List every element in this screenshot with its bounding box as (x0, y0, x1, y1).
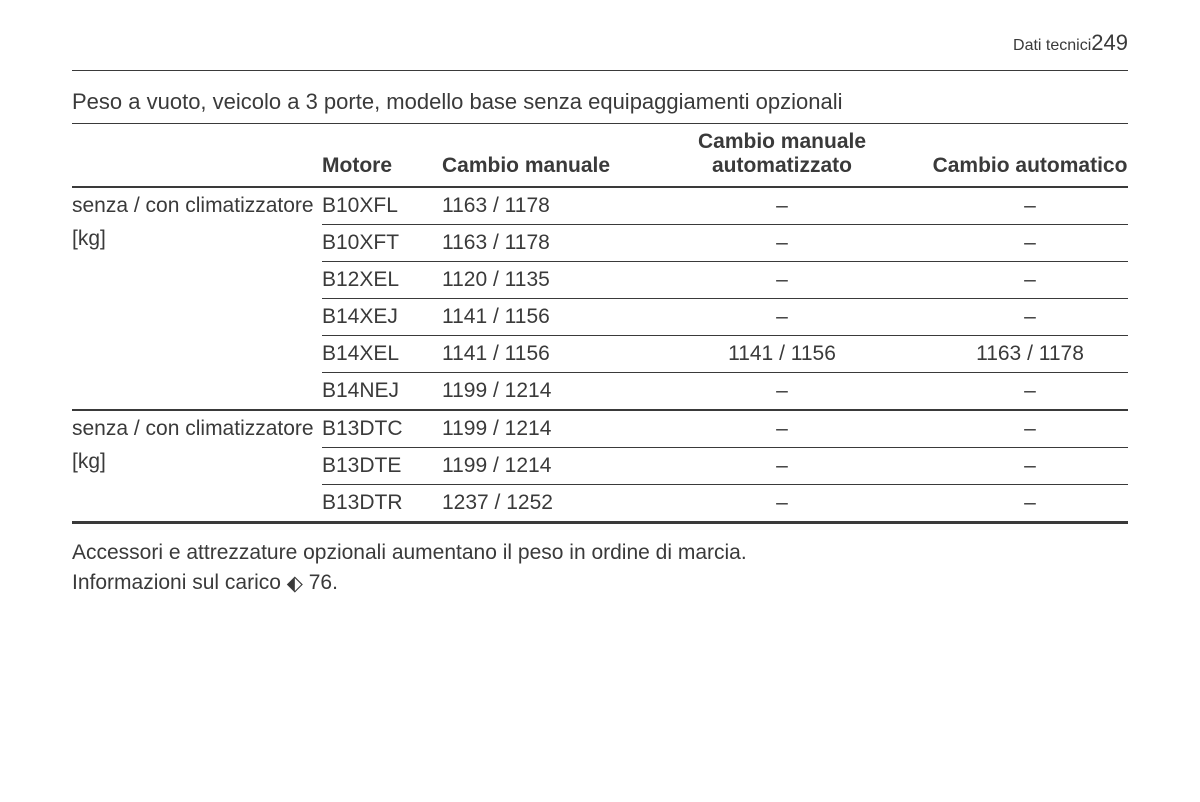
header-section-title: Dati tecnici (1013, 37, 1091, 55)
cell-automatic: – (932, 410, 1128, 448)
cell-automatic: – (932, 448, 1128, 485)
footnote-block: Accessori e attrezzature opzionali aumen… (72, 538, 1128, 599)
cell-engine: B13DTE (322, 448, 442, 485)
cell-manual: 1163 / 1178 (442, 225, 632, 262)
col-automatic: Cambio automatico (932, 124, 1128, 187)
cell-automatic: – (932, 225, 1128, 262)
footnote-line2-ref: 76 (309, 571, 332, 594)
cell-manual: 1237 / 1252 (442, 485, 632, 523)
table-header-row: Motore Cambio manuale Cambio manuale aut… (72, 124, 1128, 187)
cell-auto-manual: – (632, 225, 932, 262)
row-label-empty (72, 336, 322, 373)
cell-auto-manual: – (632, 187, 932, 225)
table-row: senza / con climatizzatore B10XFL 1163 /… (72, 187, 1128, 225)
row-label-line1: senza / con climatizzatore (72, 410, 322, 448)
cell-auto-manual: – (632, 448, 932, 485)
table-row: [kg] B13DTE 1199 / 1214 – – (72, 448, 1128, 485)
crossref-arrow-icon: ⬖ (287, 569, 303, 599)
cell-automatic: – (932, 373, 1128, 411)
row-label-empty (72, 262, 322, 299)
header-page-number: 249 (1091, 30, 1128, 56)
cell-engine: B14XEL (322, 336, 442, 373)
cell-auto-manual: 1141 / 1156 (632, 336, 932, 373)
col-auto-manual: Cambio manuale automatizzato (632, 124, 932, 187)
table-title: Peso a vuoto, veicolo a 3 porte, modello… (72, 89, 1128, 124)
cell-auto-manual: – (632, 262, 932, 299)
cell-engine: B13DTC (322, 410, 442, 448)
weight-table: Motore Cambio manuale Cambio manuale aut… (72, 124, 1128, 524)
cell-manual: 1141 / 1156 (442, 299, 632, 336)
cell-engine: B14XEJ (322, 299, 442, 336)
cell-automatic: – (932, 187, 1128, 225)
cell-auto-manual: – (632, 373, 932, 411)
cell-engine: B14NEJ (322, 373, 442, 411)
row-label-line1: senza / con climatizzatore (72, 187, 322, 225)
table-row: B14NEJ 1199 / 1214 – – (72, 373, 1128, 411)
page-header: Dati tecnici 249 (72, 30, 1128, 71)
col-engine: Motore (322, 124, 442, 187)
cell-engine: B10XFL (322, 187, 442, 225)
cell-manual: 1199 / 1214 (442, 373, 632, 411)
table-row: B14XEJ 1141 / 1156 – – (72, 299, 1128, 336)
cell-manual: 1199 / 1214 (442, 448, 632, 485)
row-label-empty (72, 299, 322, 336)
col-empty (72, 124, 322, 187)
table-row: B13DTR 1237 / 1252 – – (72, 485, 1128, 523)
cell-manual: 1120 / 1135 (442, 262, 632, 299)
cell-automatic: – (932, 485, 1128, 523)
table-row: B12XEL 1120 / 1135 – – (72, 262, 1128, 299)
footnote-line2: Informazioni sul carico ⬖ 76. (72, 568, 1128, 598)
cell-auto-manual: – (632, 485, 932, 523)
table-row: senza / con climatizzatore B13DTC 1199 /… (72, 410, 1128, 448)
cell-automatic: 1163 / 1178 (932, 336, 1128, 373)
table-row: B14XEL 1141 / 1156 1141 / 1156 1163 / 11… (72, 336, 1128, 373)
table-row: [kg] B10XFT 1163 / 1178 – – (72, 225, 1128, 262)
cell-manual: 1163 / 1178 (442, 187, 632, 225)
row-label-empty (72, 485, 322, 523)
col-manual: Cambio manuale (442, 124, 632, 187)
cell-engine: B13DTR (322, 485, 442, 523)
cell-automatic: – (932, 262, 1128, 299)
cell-manual: 1199 / 1214 (442, 410, 632, 448)
row-label-line2: [kg] (72, 225, 322, 262)
footnote-line1: Accessori e attrezzature opzionali aumen… (72, 538, 1128, 568)
cell-auto-manual: – (632, 410, 932, 448)
page-content: Dati tecnici 249 Peso a vuoto, veicolo a… (0, 0, 1200, 599)
cell-engine: B12XEL (322, 262, 442, 299)
footnote-line2-prefix: Informazioni sul carico (72, 571, 287, 594)
cell-automatic: – (932, 299, 1128, 336)
cell-auto-manual: – (632, 299, 932, 336)
cell-engine: B10XFT (322, 225, 442, 262)
row-label-line2: [kg] (72, 448, 322, 485)
footnote-line2-suffix: . (332, 571, 338, 594)
row-label-empty (72, 373, 322, 411)
cell-manual: 1141 / 1156 (442, 336, 632, 373)
